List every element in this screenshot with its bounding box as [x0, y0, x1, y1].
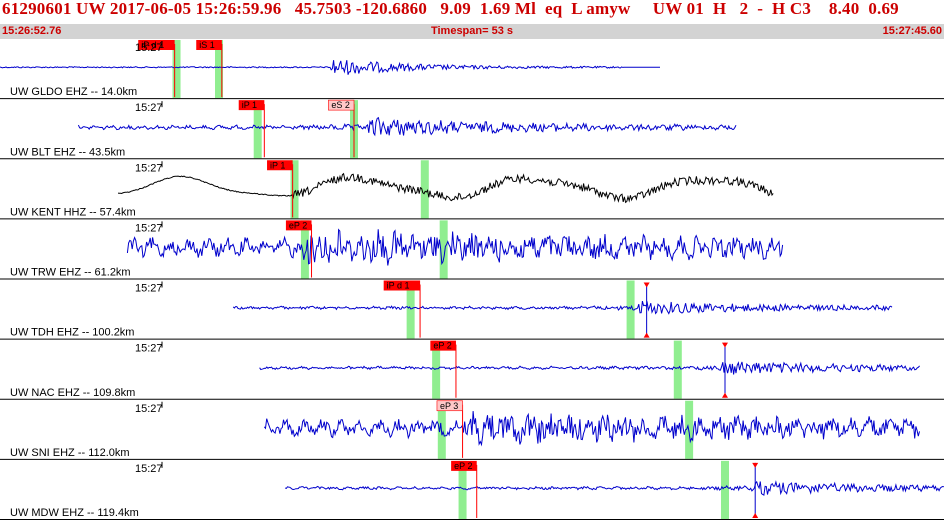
event-header: 61290601 UW 2017-06-05 15:26:59.96 45.75… — [0, 0, 944, 26]
pick-label: iP 1 — [242, 100, 257, 110]
pick-label-box[interactable] — [436, 400, 463, 412]
waveform-trace — [263, 411, 920, 447]
amp-marker-bottom — [721, 392, 728, 398]
amp-marker-top — [752, 462, 759, 468]
pick-label: eS 2 — [331, 100, 350, 110]
time-tick-label: 15:27 — [135, 343, 163, 355]
pick-window-shade — [439, 220, 448, 279]
pick-label-box[interactable] — [328, 99, 355, 111]
channel-label: UW KENT HHZ -- 57.4km — [10, 206, 136, 218]
trace-row[interactable]: iP d 1 iS 1 15:27 UW GLDO EHZ -- 14.0km — [0, 40, 944, 100]
pick-window-shade — [420, 160, 429, 219]
pick-window-shade — [406, 280, 415, 339]
amp-marker-bottom — [643, 332, 650, 338]
pick-label: iP d 1 — [387, 281, 410, 291]
time-tick-label: 15:27 — [135, 283, 163, 295]
pick-label: iS 1 — [199, 40, 215, 50]
waveform-trace — [284, 480, 944, 496]
time-tick-label: 15:27 — [135, 403, 163, 415]
trace-row[interactable]: eP 3 15:27 UW SNI EHZ -- 112.0km — [0, 400, 944, 460]
pick-window-shade — [626, 280, 635, 339]
time-tick-label: 15:27 — [135, 162, 163, 174]
trace-row[interactable]: eP 2 15:27 UW TRW EHZ -- 61.2km — [0, 220, 944, 280]
pick-window-shade — [720, 460, 729, 519]
time-tick-label: 15:27 — [135, 102, 163, 114]
pick-label-box[interactable] — [451, 460, 477, 471]
trace-row[interactable]: iP 1 15:27 UW KENT HHZ -- 57.4km — [0, 160, 944, 220]
end-time: 15:27:45.60 — [882, 25, 942, 37]
pick-window-shade — [432, 340, 441, 399]
trace-row[interactable]: iP d 1 15:27 UW TDH EHZ -- 100.2km — [0, 280, 944, 340]
pick-label-box[interactable] — [196, 40, 222, 50]
channel-label: UW MDW EHZ -- 119.4km — [10, 507, 139, 519]
waveform-trace — [0, 60, 660, 75]
trace-row[interactable]: iP 1 eS 2 15:27 UW BLT EHZ -- 43.5km — [0, 99, 944, 160]
pick-label: eP 2 — [454, 461, 472, 471]
waveform-trace — [126, 228, 784, 266]
pick-window-shade — [290, 160, 299, 219]
amp-marker-top — [643, 282, 650, 288]
channel-label: UW BLT EHZ -- 43.5km — [10, 146, 125, 158]
pick-label-box[interactable] — [285, 220, 312, 231]
pick-label-box[interactable] — [430, 340, 456, 351]
waveform-trace — [77, 116, 737, 137]
channel-label: UW GLDO EHZ -- 14.0km — [10, 86, 137, 98]
pick-label: eP 2 — [433, 341, 451, 351]
time-tick-label: 15:27 — [135, 42, 163, 54]
time-tick-label: 15:27 — [135, 222, 163, 234]
waveform-trace — [259, 361, 920, 375]
pick-window-shade — [172, 40, 181, 99]
channel-label: UW NAC EHZ -- 109.8km — [10, 387, 135, 399]
pick-window-shade — [253, 100, 262, 159]
amp-marker-top — [721, 342, 728, 348]
channel-label: UW TDH EHZ -- 100.2km — [10, 327, 134, 339]
channel-label: UW SNI EHZ -- 112.0km — [10, 447, 130, 459]
time-info-bar: 15:26:52.76 Timespan= 53 s 15:27:45.60 — [0, 24, 944, 39]
trace-row[interactable]: eP 2 15:27 UW NAC EHZ -- 109.8km — [0, 340, 944, 400]
pick-label-box[interactable] — [383, 280, 421, 291]
pick-window-shade — [458, 460, 467, 519]
trace-row[interactable]: eP 2 15:27 UW MDW EHZ -- 119.4km — [0, 460, 944, 520]
pick-window-shade — [300, 220, 309, 279]
waveform-trace — [117, 172, 774, 204]
pick-label: eP 2 — [289, 220, 307, 230]
pick-label-box[interactable] — [238, 100, 265, 111]
pick-label: iP 1 — [270, 160, 285, 170]
event-summary-title: 61290601 UW 2017-06-05 15:26:59.96 45.75… — [2, 0, 899, 18]
start-time: 15:26:52.76 — [2, 25, 62, 37]
pick-label: iP d 1 — [141, 40, 164, 50]
channel-label: UW TRW EHZ -- 61.2km — [10, 267, 131, 279]
pick-window-shade — [215, 40, 224, 99]
pick-window-shade — [673, 340, 682, 399]
time-tick-label: 15:27 — [135, 463, 163, 475]
amp-marker-bottom — [752, 513, 759, 518]
waveform-trace — [232, 300, 893, 315]
pick-label-box[interactable] — [138, 40, 175, 50]
timespan-label: Timespan= 53 s — [430, 25, 514, 37]
pick-label: eP 3 — [440, 401, 458, 411]
pick-label-box[interactable] — [267, 160, 293, 171]
